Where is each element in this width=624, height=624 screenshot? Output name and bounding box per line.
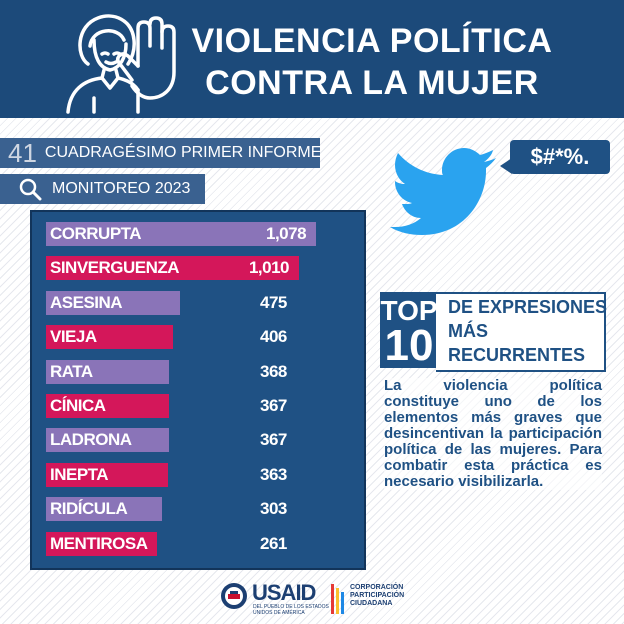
top10-line-2: MÁS: [448, 321, 488, 341]
title-line-2: CONTRA LA MUJER: [205, 64, 539, 102]
bar: [46, 359, 169, 384]
bar-row: VIEJA 406: [46, 325, 356, 350]
bar-label: SINVERGUENZA: [50, 258, 180, 278]
bar-value-label: 261: [260, 533, 287, 553]
top-word: TOP: [380, 295, 438, 326]
description-paragraph: La violencia política constituye uno de …: [384, 377, 602, 490]
usaid-subtitle: DEL PUEBLO DE LOS ESTADOS UNIDOS DE AMÉR…: [253, 604, 329, 616]
bar-value-label: 367: [260, 396, 287, 415]
bar: [46, 394, 169, 418]
bar: [46, 325, 173, 350]
monitor-banner: MONITOREO 2023: [0, 174, 205, 204]
report-number: 41: [8, 137, 37, 168]
bar-chart: CORRUPTA 1,078 SINVERGUENZA 1,010 ASESINA 475…: [30, 210, 366, 570]
bar-value-label: 475: [260, 292, 287, 312]
bar-label: CÍNICA: [50, 396, 106, 415]
page-title: VIOLENCIA POLÍTICA CONTRA LA MUJER: [172, 20, 572, 104]
bar-row: RIDÍCULA 303: [46, 497, 356, 522]
bar-label: RATA: [50, 361, 93, 381]
top10-frame: [436, 292, 606, 372]
bar-row: CORRUPTA 1,078: [46, 222, 356, 246]
bar-label: INEPTA: [50, 464, 109, 484]
bar-value-label: 303: [260, 499, 287, 519]
title-line-1: VIOLENCIA POLÍTICA: [191, 22, 553, 60]
bar-label: RIDÍCULA: [50, 499, 128, 519]
bar-value-label: 367: [260, 430, 287, 450]
bar-row: CÍNICA 367: [46, 394, 356, 418]
cpc-logo-text: CORPORACIÓN PARTICIPACIÓN CIUDADANA: [350, 584, 404, 608]
bar: [46, 222, 316, 246]
bar-row: INEPTA 363: [46, 462, 356, 487]
speech-bubble-tail: [500, 158, 512, 174]
bar-row: LADRONA 367: [46, 428, 356, 453]
bar-value-label: 406: [260, 327, 287, 347]
bar-row: MENTIROSA 261: [46, 531, 356, 556]
search-icon: [19, 178, 42, 201]
bar-label: ASESINA: [50, 292, 123, 312]
bar: [46, 531, 158, 556]
footer-logos: USAID DEL PUEBLO DE LOS ESTADOS UNIDOS D…: [0, 576, 624, 624]
bar-label: MENTIROSA: [50, 533, 148, 553]
monitor-label: MONITOREO 2023: [52, 180, 191, 197]
bar-label: CORRUPTA: [50, 224, 142, 243]
report-label: CUADRAGÉSIMO PRIMER INFORME: [44, 144, 322, 161]
cpc-line-2: PARTICIPACIÓN: [350, 592, 405, 599]
cpc-logo-icon: [331, 584, 344, 614]
top10-line-3: RECURRENTES: [448, 345, 586, 365]
speech-bubble: $#*%.: [510, 140, 610, 174]
bar-value-label: 1,078: [266, 224, 307, 243]
bar-row: ASESINA 475: [46, 290, 356, 315]
twitter-bird-icon: [390, 148, 496, 235]
bar-label: LADRONA: [50, 430, 132, 450]
top10-heading: DE EXPRESIONES MÁS RECURRENTES: [448, 295, 608, 367]
usaid-logo-text: USAID: [252, 580, 316, 605]
cpc-line-1: CORPORACIÓN: [350, 584, 404, 591]
cpc-line-3: CIUDADANA: [350, 600, 393, 607]
bar-row: SINVERGUENZA 1,010: [46, 256, 356, 281]
bar: [46, 256, 299, 281]
top10-line-1: DE EXPRESIONES: [448, 297, 608, 317]
usaid-seal-icon: [221, 583, 247, 609]
top10-badge: TOP 10: [380, 292, 438, 368]
bar: [46, 462, 169, 487]
woman-raised-hand-icon: [66, 14, 176, 114]
header-banner: VIOLENCIA POLÍTICA CONTRA LA MUJER: [0, 0, 624, 118]
bar-label: VIEJA: [50, 327, 97, 347]
bar-value-label: 1,010: [248, 258, 290, 278]
bar: [46, 497, 162, 522]
bar: [46, 428, 169, 453]
bar: [46, 290, 181, 315]
ten-word: 10: [384, 321, 434, 370]
report-banner: 41 CUADRAGÉSIMO PRIMER INFORME: [0, 137, 322, 168]
bar-value-label: 363: [260, 464, 287, 484]
bar-row: RATA 368: [46, 359, 356, 384]
bar-value-label: 368: [260, 361, 287, 381]
